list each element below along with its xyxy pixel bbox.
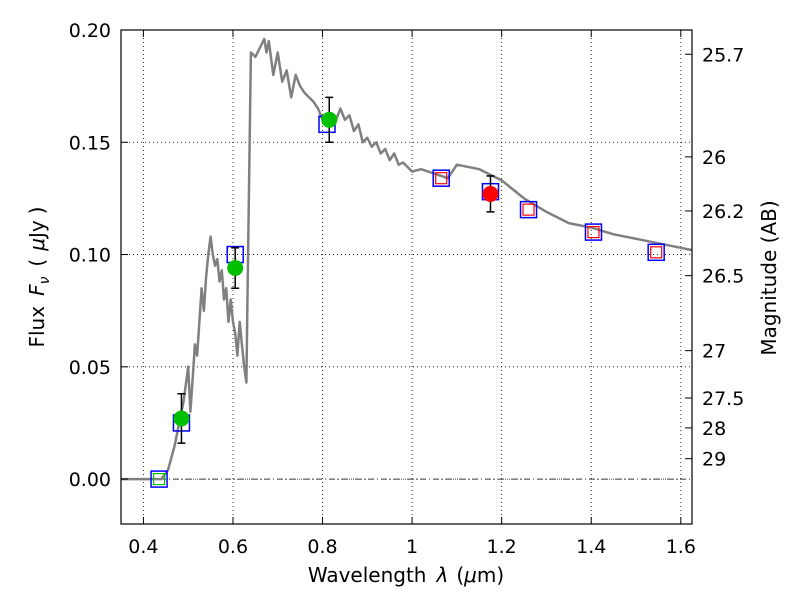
upper-limit-square [522, 203, 535, 216]
model-bandpass-square [584, 223, 603, 241]
x-tick-label: 1 [406, 536, 418, 558]
detection-point [173, 410, 190, 427]
y2-tick-label: 26.2 [702, 201, 744, 223]
y-axis-label: FluxFν(μJy) [25, 206, 53, 347]
y2-tick-label: 26 [702, 147, 726, 169]
y2-tick-label: 29 [702, 449, 726, 471]
plot-background [121, 30, 692, 524]
y2-tick-label: 25.7 [702, 44, 744, 66]
y-tick-label: 0.10 [69, 245, 111, 267]
y-tick-label: 0.20 [69, 20, 111, 42]
y-tick-label: 0.05 [69, 357, 111, 379]
model-bandpass-square [519, 200, 538, 219]
y2-tick-label: 27.5 [702, 388, 744, 410]
upper-limit-square [435, 172, 448, 185]
plot-frame [120, 29, 693, 525]
y2-tick-label: 28 [702, 418, 726, 440]
model-sed-line [121, 37, 693, 481]
y2-axis-ticks: 25.7 26 26.2 26.5 27 27.5 28 29 [685, 44, 744, 471]
detection-point [321, 111, 338, 128]
upper-limit-square [587, 225, 600, 239]
model-bandpass-square [150, 470, 168, 488]
model-sed [121, 37, 693, 481]
model-bandpass-square [432, 169, 450, 187]
y-tick-label: 0.00 [69, 469, 111, 491]
y2-axis-label: Magnitude (AB) [757, 200, 781, 355]
markers [150, 96, 665, 488]
x-tick-label: 0.6 [218, 536, 248, 558]
detection-inner-square [152, 472, 166, 486]
x-axis-label: Wavelength λ (μm) [308, 563, 504, 587]
detection-point [227, 260, 244, 277]
model-bandpass-square [647, 243, 665, 262]
x-tick-label: 0.4 [128, 536, 158, 558]
x-tick-label: 1.6 [666, 536, 696, 558]
detection-point [482, 185, 499, 202]
upper-limit-square [650, 246, 663, 259]
y-axis-ticks: 0.00 0.05 0.10 0.15 0.20 [69, 20, 128, 491]
x-tick-label: 1.4 [576, 536, 606, 558]
y-tick-label: 0.15 [69, 132, 111, 154]
y2-tick-label: 26.5 [702, 266, 744, 288]
x-tick-label: 1.2 [487, 536, 517, 558]
x-tick-label: 0.8 [307, 536, 337, 558]
x-axis-ticks: 0.4 0.6 0.8 1 1.2 1.4 1.6 [128, 30, 696, 558]
y2-tick-label: 27 [702, 341, 726, 363]
